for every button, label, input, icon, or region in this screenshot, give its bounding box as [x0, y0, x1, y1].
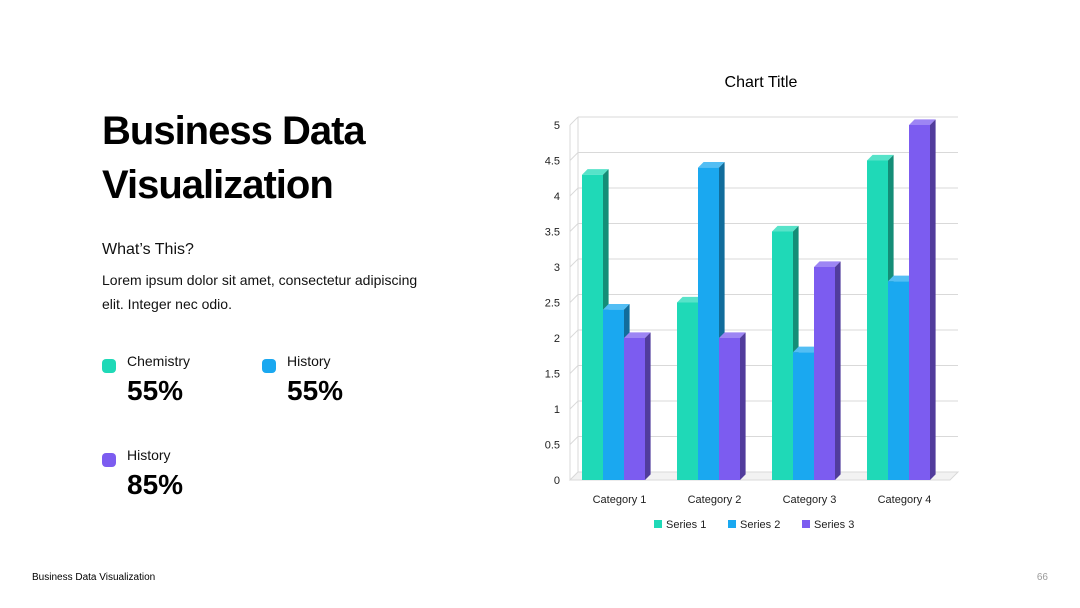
bar-chart: Chart Title 0 0.5 1 1.5 2 2.5 3 3.5 4 4.5 5 Categor… — [545, 74, 960, 531]
y-tick-label: 0.5 — [545, 440, 560, 452]
gridline-depth — [569, 223, 579, 232]
legend-swatch — [654, 520, 662, 528]
y-tick-label: 3 — [554, 262, 560, 274]
stat-color-dot — [102, 453, 116, 467]
y-tick-label: 2 — [554, 333, 560, 345]
bar-top — [867, 154, 894, 161]
bar-front — [624, 338, 645, 480]
footer-title: Business Data Visualization — [32, 572, 156, 583]
legend-label: Series 2 — [740, 519, 780, 531]
stat-value: 55% — [287, 375, 344, 406]
stat-label: History — [127, 447, 171, 463]
y-tick-label: 3.5 — [545, 227, 560, 239]
bar-top — [719, 332, 746, 338]
y-tick-label: 0 — [554, 475, 560, 487]
bar — [909, 119, 936, 481]
gridline-depth — [569, 400, 579, 410]
gridline-depth — [569, 116, 579, 126]
gridline-depth — [569, 436, 579, 445]
y-tick-label: 1 — [554, 404, 560, 416]
bar-front — [909, 125, 930, 480]
gridline-depth — [569, 294, 579, 303]
chart-title: Chart Title — [725, 74, 798, 91]
bar-front — [582, 174, 603, 480]
y-tick-label: 1.5 — [545, 369, 560, 381]
bar-side — [930, 119, 936, 481]
stat-value: 85% — [127, 469, 184, 500]
bar-front — [867, 160, 888, 480]
page-number: 66 — [1036, 572, 1048, 583]
legend-swatch — [728, 520, 736, 528]
bar — [814, 261, 841, 480]
bar-top — [814, 261, 841, 267]
slide-title: Business Data Visualization — [102, 109, 366, 207]
x-tick-label: Category 4 — [878, 494, 932, 506]
stat-color-dot — [262, 359, 276, 373]
legend-label: Series 3 — [814, 519, 854, 531]
bar — [719, 332, 746, 480]
x-tick-label: Category 2 — [688, 494, 742, 506]
gridline-depth — [569, 187, 579, 197]
body-text: Lorem ipsum dolor sit amet, consectetur … — [102, 272, 418, 312]
bar-side — [740, 332, 746, 480]
bar — [624, 332, 651, 480]
subheading: What’s This? — [102, 241, 194, 258]
bar-front — [888, 281, 909, 480]
stat-label: Chemistry — [127, 353, 191, 369]
bar-top — [603, 304, 630, 310]
bar-top — [909, 119, 936, 125]
bar-front — [698, 167, 719, 480]
bar-side — [645, 332, 651, 480]
stat-value: 55% — [127, 375, 184, 406]
stat-color-dot — [102, 359, 116, 373]
bar-front — [814, 267, 835, 480]
bar-top — [888, 275, 915, 282]
bar-front — [793, 352, 814, 480]
bar-top — [772, 225, 799, 232]
y-tick-label: 2.5 — [545, 298, 560, 310]
y-tick-label: 4 — [554, 191, 560, 203]
bar-top — [582, 169, 609, 175]
bar-front — [772, 231, 793, 480]
legend-label: Series 1 — [666, 519, 706, 531]
gridline-depth — [569, 258, 579, 268]
bar-front — [603, 309, 624, 480]
y-tick-label: 4.5 — [545, 156, 560, 168]
bar-top — [698, 162, 725, 168]
legend-swatch — [802, 520, 810, 528]
y-tick-label: 5 — [554, 120, 560, 132]
stat-label: History — [287, 353, 331, 369]
bar-top — [677, 296, 704, 303]
gridline-depth — [569, 152, 579, 161]
bar-top — [793, 346, 820, 353]
bar-side — [835, 261, 841, 480]
bar-top — [624, 332, 651, 338]
bar-front — [719, 338, 740, 480]
x-tick-label: Category 3 — [783, 494, 837, 506]
bar-front — [677, 302, 698, 480]
gridline-depth — [569, 329, 579, 339]
x-tick-label: Category 1 — [593, 494, 647, 506]
gridline-depth — [569, 365, 579, 374]
